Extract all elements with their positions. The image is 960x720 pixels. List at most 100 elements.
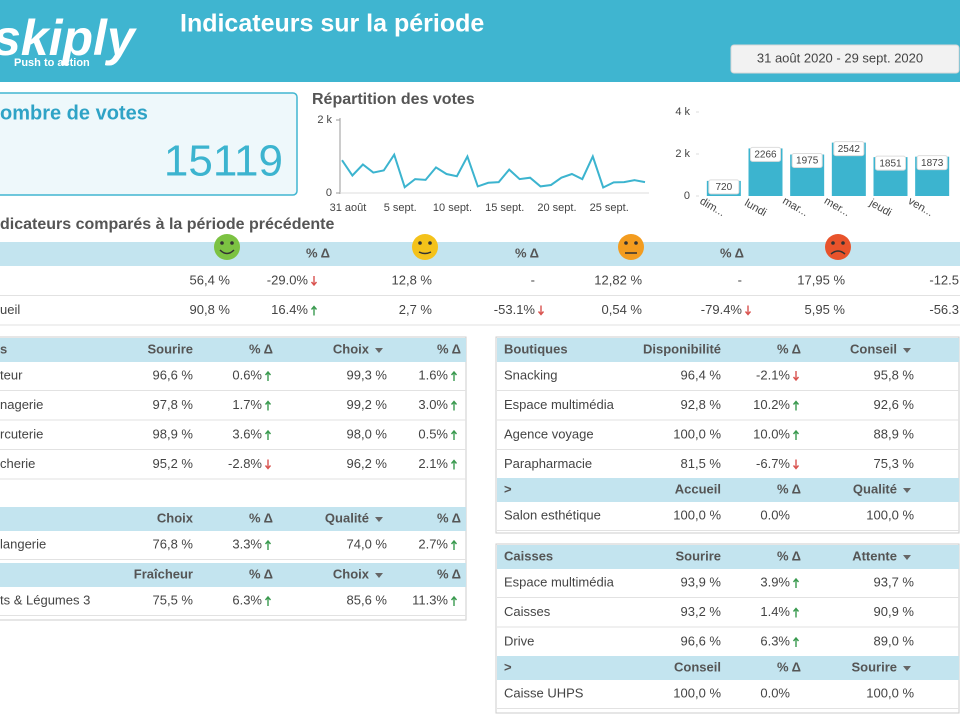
cell: 90,8 % (190, 302, 231, 317)
row-label: Snacking (504, 367, 557, 382)
column-header[interactable]: Attente (852, 548, 897, 563)
column-header[interactable]: % Δ (777, 659, 801, 674)
trend-arrow (450, 400, 458, 411)
cell: 2.1% (418, 456, 448, 471)
cell: 3.0% (418, 397, 448, 412)
cell: 6.3% (760, 633, 790, 648)
sort-indicator[interactable] (375, 573, 383, 578)
row-label: Drive (504, 633, 534, 648)
column-header[interactable]: Fraîcheur (134, 566, 193, 581)
column-header[interactable]: Conseil (674, 659, 721, 674)
column-header[interactable]: % Δ (777, 548, 801, 563)
column-header[interactable]: Conseil (850, 341, 897, 356)
column-header[interactable]: % Δ (777, 481, 801, 496)
column-header: Boutiques (504, 341, 568, 356)
cell: -29.0% (267, 272, 309, 287)
bar-label-box (916, 155, 948, 171)
cell: 93,7 % (874, 574, 915, 589)
kpi-label: ombre de votes (0, 102, 148, 124)
sort-indicator[interactable] (903, 488, 911, 493)
cell: 2,7 % (399, 302, 433, 317)
column-header[interactable]: Sourire (147, 341, 193, 356)
sort-indicator[interactable] (375, 517, 383, 522)
bar-label-box (875, 155, 906, 171)
y-tick-label: 2 k (675, 148, 690, 160)
smiley-yellow (412, 234, 438, 260)
cell: 100,0 % (866, 507, 914, 522)
cell: 75,3 % (874, 456, 915, 471)
column-header[interactable]: Sourire (675, 548, 721, 563)
row-label: rcuterie (0, 426, 43, 441)
x-tick-label: 31 août (330, 202, 367, 214)
table-header (0, 507, 466, 531)
cell: 99,3 % (347, 367, 388, 382)
table-header (497, 656, 959, 680)
cell: 10.2% (753, 397, 790, 412)
table-header (497, 545, 959, 569)
x-tick-label: mer... (822, 195, 852, 219)
bar-label: 2542 (838, 144, 861, 155)
column-header: > (504, 481, 512, 496)
cell: 0.6% (232, 367, 262, 382)
column-header[interactable]: Qualité (325, 510, 369, 525)
trend-arrow (264, 429, 272, 440)
sort-indicator[interactable] (375, 348, 383, 353)
column-header: % Δ (515, 245, 539, 260)
cell: 17,95 % (797, 272, 845, 287)
column-header: Caisses (504, 548, 553, 563)
column-header[interactable]: % Δ (249, 341, 273, 356)
column-header[interactable]: Qualité (853, 481, 897, 496)
x-tick-label: jeudi (867, 197, 894, 220)
trend-arrow (744, 305, 752, 316)
cell: 100,0 % (866, 685, 914, 700)
row-label: ueil (0, 302, 20, 317)
column-header: % Δ (306, 245, 330, 260)
trend-arrow (310, 305, 318, 316)
kpi-card (0, 92, 298, 196)
kpi-value: 15119 (164, 137, 283, 186)
column-header[interactable]: % Δ (437, 510, 461, 525)
column-header[interactable]: % Δ (249, 510, 273, 525)
cell: 96,4 % (681, 367, 722, 382)
column-header[interactable]: Choix (333, 566, 370, 581)
x-tick-label: 25 sept. (590, 202, 629, 214)
column-header[interactable]: % Δ (437, 341, 461, 356)
column-header[interactable]: Choix (333, 341, 370, 356)
cell: -53.1% (494, 302, 536, 317)
x-tick-label: ven... (906, 195, 935, 219)
cell: 1.4% (760, 604, 790, 619)
bar-label: 1975 (796, 156, 819, 167)
trend-arrow (450, 370, 458, 381)
cell: 1.6% (418, 367, 448, 382)
column-header[interactable]: Sourire (851, 659, 897, 674)
table-header (497, 478, 959, 502)
cell: 0.0% (760, 685, 790, 700)
cell: -2.1% (756, 367, 790, 382)
column-header[interactable]: Accueil (675, 481, 721, 496)
column-header: % Δ (720, 245, 744, 260)
section-title: dicateurs comparés à la période précéden… (0, 216, 334, 233)
x-tick-label: 5 sept. (384, 202, 417, 214)
column-header[interactable]: Disponibilité (643, 341, 721, 356)
sort-indicator[interactable] (903, 555, 911, 560)
smiley-orange (618, 234, 644, 260)
trend-arrow (310, 276, 318, 287)
cell: 6.3% (232, 592, 262, 607)
column-header[interactable]: % Δ (437, 566, 461, 581)
column-header[interactable]: % Δ (249, 566, 273, 581)
cell: 74,0 % (347, 536, 388, 551)
cell: 95,8 % (874, 367, 915, 382)
x-tick-label: 20 sept. (537, 202, 576, 214)
row-label: Agence voyage (504, 426, 594, 441)
date-range[interactable]: 31 août 2020 - 29 sept. 2020 (757, 50, 923, 65)
cell: 96,6 % (681, 633, 722, 648)
x-tick-label: 15 sept. (485, 202, 524, 214)
sort-indicator[interactable] (903, 666, 911, 671)
cell: -6.7% (756, 456, 790, 471)
column-header[interactable]: % Δ (777, 341, 801, 356)
sort-indicator[interactable] (903, 348, 911, 353)
cell: 0.0% (760, 507, 790, 522)
cell: -56.3 (929, 302, 959, 317)
column-header[interactable]: Choix (157, 510, 194, 525)
date-picker[interactable] (730, 44, 960, 74)
